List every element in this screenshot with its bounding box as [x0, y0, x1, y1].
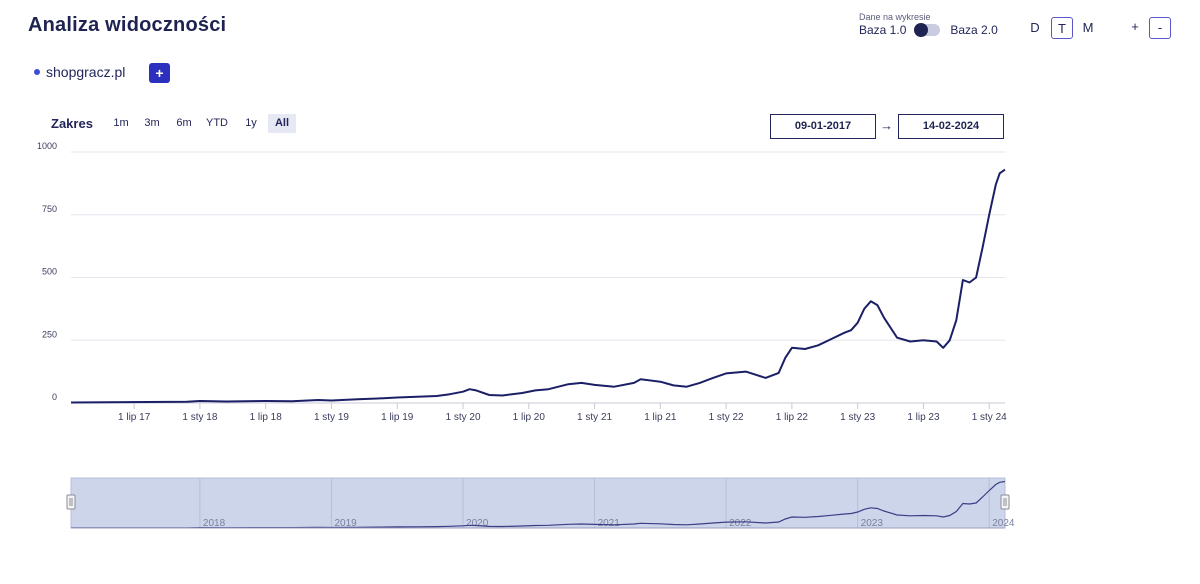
- x-tick-label: 1 sty 18: [182, 412, 217, 423]
- y-tick-label: 750: [42, 204, 57, 214]
- granularity-day-button[interactable]: D: [1030, 20, 1040, 35]
- x-tick-label: 1 lip 22: [776, 412, 809, 423]
- x-tick-label: 1 lip 21: [644, 412, 677, 423]
- navigator-year-label: 2019: [334, 518, 357, 529]
- navigator-left-handle: [66, 494, 76, 510]
- x-tick-label: 1 lip 23: [907, 412, 940, 423]
- x-tick-label: 1 sty 19: [314, 412, 349, 423]
- navigator-selection: [70, 477, 1006, 529]
- zoom-in-button[interactable]: +: [1131, 19, 1139, 34]
- navigator-right-handle: [1000, 494, 1010, 510]
- navigator-series-line: [71, 480, 1006, 529]
- base-toggle[interactable]: [914, 23, 941, 37]
- navigator-year-label: 2021: [598, 518, 621, 529]
- navigator-year-label: 2022: [729, 518, 752, 529]
- x-tick-label: 1 sty 20: [446, 412, 481, 423]
- x-tick-label: 1 sty 24: [972, 412, 1007, 423]
- navigator-year-label: 2023: [861, 518, 884, 529]
- range-ytd-button[interactable]: YTD: [206, 117, 228, 129]
- date-range-arrow-icon: →: [880, 118, 893, 133]
- y-tick-label: 0: [52, 392, 57, 402]
- navigator-year-label: 2024: [992, 518, 1015, 529]
- add-domain-button[interactable]: +: [149, 63, 170, 83]
- range-1y-button[interactable]: 1y: [245, 117, 257, 129]
- base-switch-caption: Dane na wykresie: [859, 12, 931, 22]
- base-1-label: Baza 1.0: [859, 23, 907, 37]
- zoom-out-button[interactable]: -: [1149, 17, 1171, 39]
- x-tick-label: 1 lip 17: [118, 412, 151, 423]
- granularity-month-button[interactable]: M: [1082, 20, 1094, 35]
- series-line-shopgracz: [70, 168, 1006, 404]
- range-3m-button[interactable]: 3m: [144, 117, 160, 129]
- date-from-input[interactable]: 09-01-2017: [770, 114, 876, 139]
- base-toggle-knob[interactable]: [914, 23, 929, 37]
- y-tick-label: 250: [42, 329, 57, 339]
- page-title: Analiza widoczności: [28, 14, 227, 36]
- date-to-input[interactable]: 14-02-2024: [898, 114, 1004, 139]
- domain-legend-item[interactable]: shopgracz.pl: [34, 64, 125, 80]
- x-tick-label: 1 sty 21: [577, 412, 612, 423]
- navigator-year-label: 2020: [466, 518, 489, 529]
- data-base-switch: Dane na wykresie Baza 1.0 Baza 2.0: [859, 12, 1009, 37]
- range-label: Zakres: [51, 116, 93, 131]
- series-dot-icon: [34, 69, 40, 75]
- x-tick-label: 1 sty 22: [709, 412, 744, 423]
- granularity-week-button[interactable]: T: [1051, 17, 1073, 39]
- y-tick-label: 500: [42, 267, 57, 277]
- domain-name: shopgracz.pl: [46, 64, 126, 80]
- x-tick-label: 1 lip 19: [381, 412, 414, 423]
- navigator-year-label: 2018: [203, 518, 226, 529]
- base-2-label: Baza 2.0: [950, 23, 998, 37]
- range-1m-button[interactable]: 1m: [113, 117, 129, 129]
- range-all-button[interactable]: All: [268, 114, 296, 133]
- range-6m-button[interactable]: 6m: [176, 117, 192, 129]
- x-tick-label: 1 lip 18: [250, 412, 283, 423]
- x-tick-label: 1 sty 23: [840, 412, 875, 423]
- y-tick-label: 1000: [37, 141, 57, 151]
- x-tick-label: 1 lip 20: [513, 412, 546, 423]
